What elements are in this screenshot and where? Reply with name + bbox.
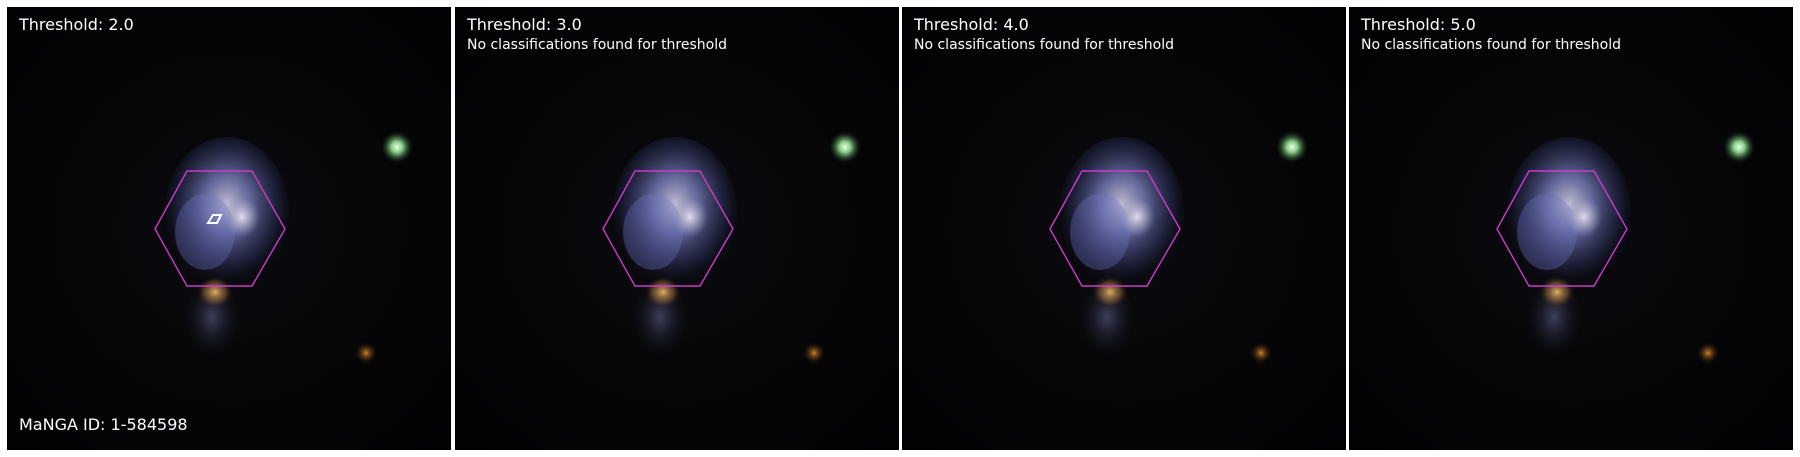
- threshold-label: Threshold: 4.0: [914, 15, 1029, 34]
- galaxy-arm: [1070, 194, 1130, 270]
- image-panel-2: Threshold: 3.0 No classifications found …: [455, 7, 899, 450]
- image-panel-1: Threshold: 2.0 MaNGA ID: 1-584598: [7, 7, 451, 450]
- faint-star: [1250, 342, 1272, 364]
- galaxy-bulge: [197, 276, 233, 308]
- classification-contour: [206, 214, 223, 224]
- galaxy-core: [672, 197, 708, 237]
- threshold-label: Threshold: 3.0: [467, 15, 582, 34]
- no-classifications-note: No classifications found for threshold: [1361, 37, 1621, 53]
- bright-star: [1723, 131, 1755, 163]
- no-classifications-note: No classifications found for threshold: [914, 37, 1174, 53]
- galaxy-image-1: [154, 131, 413, 364]
- bright-star: [829, 131, 861, 163]
- manga-id-label: MaNGA ID: 1-584598: [19, 415, 188, 434]
- faint-star: [803, 342, 825, 364]
- bright-star: [381, 131, 413, 163]
- image-panel-4: Threshold: 5.0 No classifications found …: [1349, 7, 1793, 450]
- galaxy-bulge: [645, 276, 681, 308]
- galaxy-core: [224, 197, 260, 237]
- galaxy-bulge: [1092, 276, 1128, 308]
- faint-star: [1697, 342, 1719, 364]
- galaxy-arm: [1517, 194, 1577, 270]
- ifu-hexagon: [154, 170, 286, 287]
- ifu-hexagon: [602, 170, 734, 287]
- no-classifications-note: No classifications found for threshold: [467, 37, 727, 53]
- ifu-hexagon: [1049, 170, 1181, 287]
- threshold-label: Threshold: 5.0: [1361, 15, 1476, 34]
- bright-star: [1276, 131, 1308, 163]
- galaxy-core: [1119, 197, 1155, 237]
- galaxy-core: [1566, 197, 1602, 237]
- galaxy-arm: [623, 194, 683, 270]
- faint-star: [355, 342, 377, 364]
- galaxy-bulge: [1539, 276, 1575, 308]
- galaxy-image-2: [602, 131, 861, 364]
- galaxy-image-4: [1496, 131, 1755, 364]
- galaxy-image-3: [1049, 131, 1308, 364]
- ifu-hexagon: [1496, 170, 1628, 287]
- galaxy-arm: [175, 194, 235, 270]
- threshold-label: Threshold: 2.0: [19, 15, 134, 34]
- image-panel-3: Threshold: 4.0 No classifications found …: [902, 7, 1346, 450]
